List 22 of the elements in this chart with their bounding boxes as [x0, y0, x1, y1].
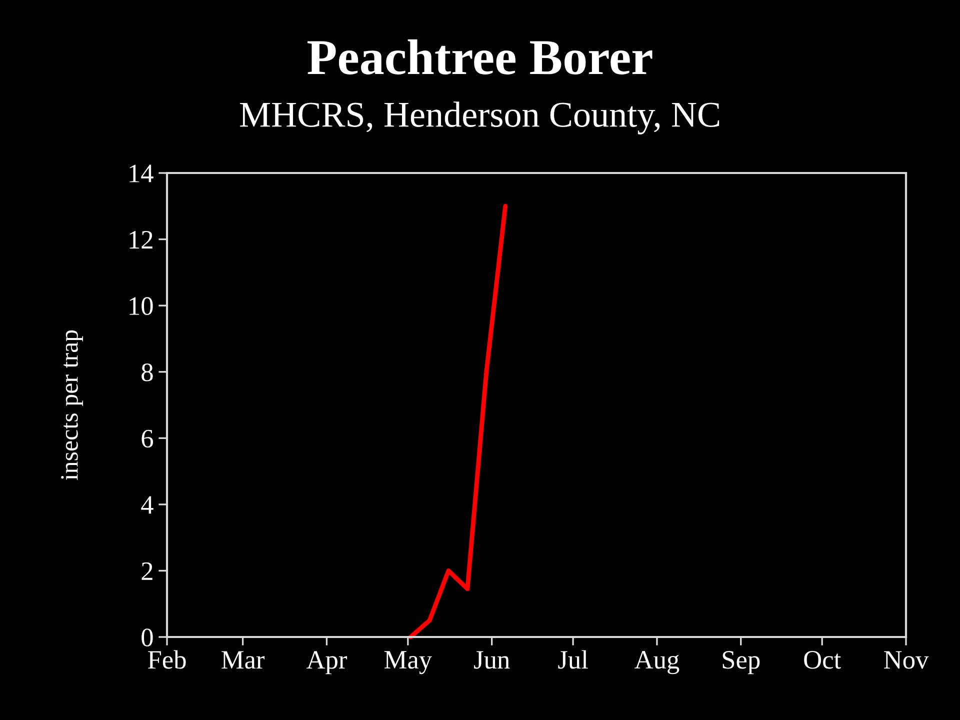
chart-title: Peachtree Borer [308, 39, 652, 75]
x-tick-label: Feb [148, 650, 186, 669]
x-tick-label: Nov [884, 651, 929, 669]
y-tick-label: 8 [142, 363, 153, 382]
y-axis-title: insects per trap [61, 330, 83, 480]
y-tick-label: 2 [142, 562, 152, 580]
y-tick-label: 6 [142, 430, 154, 448]
x-tick-label: Jul [558, 650, 588, 669]
y-tick-label: 0 [142, 628, 153, 646]
chart-subtitle: MHCRS, Henderson County, NC [240, 102, 720, 134]
y-tick-label: 4 [141, 496, 154, 514]
y-tick-label: 10 [130, 297, 153, 315]
x-tick-label: Apr [306, 651, 347, 674]
line-series [408, 204, 508, 640]
x-tick-label: Oct [804, 651, 841, 669]
x-tick-label: Aug [634, 651, 680, 674]
x-tick-label: Mar [222, 651, 265, 669]
x-tick-label: Sep [722, 651, 760, 674]
x-tick-label: Jun [474, 651, 510, 669]
y-tick-label: 14 [130, 164, 154, 182]
y-tick-label: 12 [130, 230, 152, 248]
x-tick-label: May [384, 651, 432, 674]
